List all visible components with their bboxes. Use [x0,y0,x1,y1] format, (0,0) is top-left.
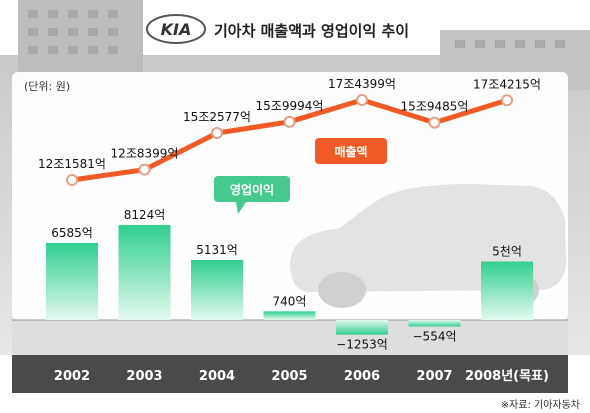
profit-value-label-6: 5천억 [492,244,522,259]
revenue-value-label-6: 17조4215억 [473,77,541,91]
revenue-point-2 [211,127,223,140]
revenue-value-label-0: 12조1581억 [38,157,106,171]
revenue-badge-label: 매출액 [334,144,367,159]
year-labels: 2002 2003 2004 2005 2006 2007 2008년(목표) [54,369,549,384]
revenue-value-label-2: 15조2577억 [183,110,251,124]
kia-logo-text: KIA [161,20,192,39]
revenue-value-label-3: 15조9994억 [256,99,324,113]
year-label-1: 2003 [126,369,162,384]
revenue-value-label-1: 12조8399억 [111,147,179,161]
revenue-point-5 [428,116,441,129]
profit-bar-5 [408,320,461,327]
year-label-5: 2007 [416,369,452,384]
profit-bar-1 [118,224,171,320]
revenue-point-3 [283,115,296,128]
revenue-value-label-4: 17조4399억 [328,77,396,91]
year-label-0: 2002 [54,369,90,384]
year-label-6: 2008년(목표) [465,369,549,384]
revenue-badge: 매출액 [315,138,387,164]
profit-bars: 6585억 8124억 5131억 740억 −1253억 −554억 5천억 [46,208,533,352]
profit-value-label-5: −554억 [413,329,457,343]
profit-badge: 영업이익 [214,176,290,214]
year-label-4: 2006 [344,369,380,384]
profit-bar-2 [191,259,243,320]
profit-bar-6 [481,261,533,320]
profit-value-label-0: 6585억 [51,226,93,240]
year-label-3: 2005 [271,369,307,384]
year-axis-strip [12,355,568,393]
source-note: ※자료: 기아자동차 [501,399,580,411]
revenue-value-label-5: 15조9485억 [401,100,469,114]
profit-bar-0 [46,242,98,320]
year-label-2: 2004 [199,369,235,384]
revenue-point-6 [501,94,513,107]
profit-value-label-4: −1253억 [336,338,388,352]
chart-title: 기아차 매출액과 영업이익 추이 [214,22,409,40]
revenue-point-1 [138,163,151,176]
revenue-point-0 [66,174,78,186]
title-bar: KIA 기아차 매출액과 영업이익 추이 [146,14,409,44]
profit-badge-label: 영업이익 [230,182,274,197]
revenue-point-4 [356,94,368,106]
profit-value-label-2: 5131억 [196,243,238,257]
profit-bar-3 [263,311,316,320]
revenue-line: 12조1581억 12조8399억 15조2577억 15조9994억 17조4399억… [38,77,541,186]
zero-band [12,320,568,355]
profit-value-label-1: 8124억 [124,208,166,222]
kia-logo [146,14,206,44]
profit-value-label-3: 740억 [273,294,307,308]
unit-note: (단위: 원) [24,80,70,93]
profit-bar-4 [336,320,388,335]
